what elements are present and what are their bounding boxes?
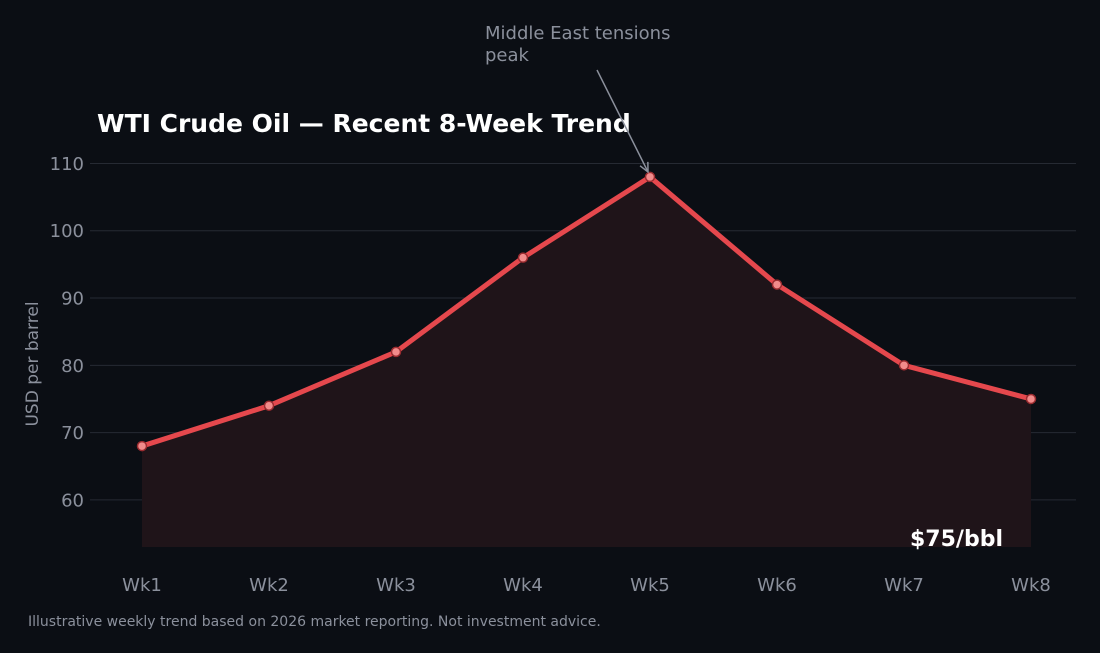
footnote: Illustrative weekly trend based on 2026 … xyxy=(28,614,601,630)
x-tick-label: Wk1 xyxy=(122,575,162,596)
x-tick-label: Wk6 xyxy=(757,575,797,596)
y-tick-label: 60 xyxy=(61,490,84,511)
marker-layer xyxy=(136,171,1037,452)
x-tick-label: Wk7 xyxy=(884,575,924,596)
data-point xyxy=(1025,393,1037,405)
x-tick-label: Wk2 xyxy=(249,575,289,596)
x-tick-label: Wk5 xyxy=(630,575,670,596)
chart-title: WTI Crude Oil — Recent 8-Week Trend xyxy=(97,109,631,138)
data-point xyxy=(771,279,783,290)
data-point xyxy=(390,346,402,358)
y-tick-label: 70 xyxy=(61,423,84,444)
annotation-line-2: peak xyxy=(485,45,530,66)
data-point xyxy=(263,400,275,411)
x-tick-label: Wk4 xyxy=(503,575,543,596)
x-axis-ticks: Wk1 Wk2 Wk3 Wk4 Wk5 Wk6 Wk7 Wk8 xyxy=(122,575,1051,596)
annotation-arrow xyxy=(596,69,649,173)
y-tick-label: 90 xyxy=(61,289,84,310)
x-tick-label: Wk8 xyxy=(1011,575,1051,596)
series-line xyxy=(139,174,1034,449)
y-axis-ticks: 60 70 80 90 100 110 xyxy=(50,154,84,511)
data-point xyxy=(517,252,529,263)
annotation-line-1: Middle East tensions xyxy=(485,23,670,44)
data-point xyxy=(898,360,910,371)
x-tick-label: Wk3 xyxy=(376,575,416,596)
area-layer xyxy=(142,176,1031,547)
y-tick-label: 80 xyxy=(61,356,84,377)
current-price-label: $75/bbl xyxy=(910,527,1003,552)
data-point xyxy=(644,171,656,183)
y-axis-label: USD per barrel xyxy=(23,301,43,426)
data-point xyxy=(136,440,148,452)
line-layer xyxy=(139,174,1034,449)
annotation-arrowhead xyxy=(639,161,649,174)
annotation: Middle East tensions peak xyxy=(485,23,670,174)
area-fill xyxy=(142,176,1031,547)
y-tick-label: 100 xyxy=(50,221,84,242)
y-tick-label: 110 xyxy=(50,154,84,175)
